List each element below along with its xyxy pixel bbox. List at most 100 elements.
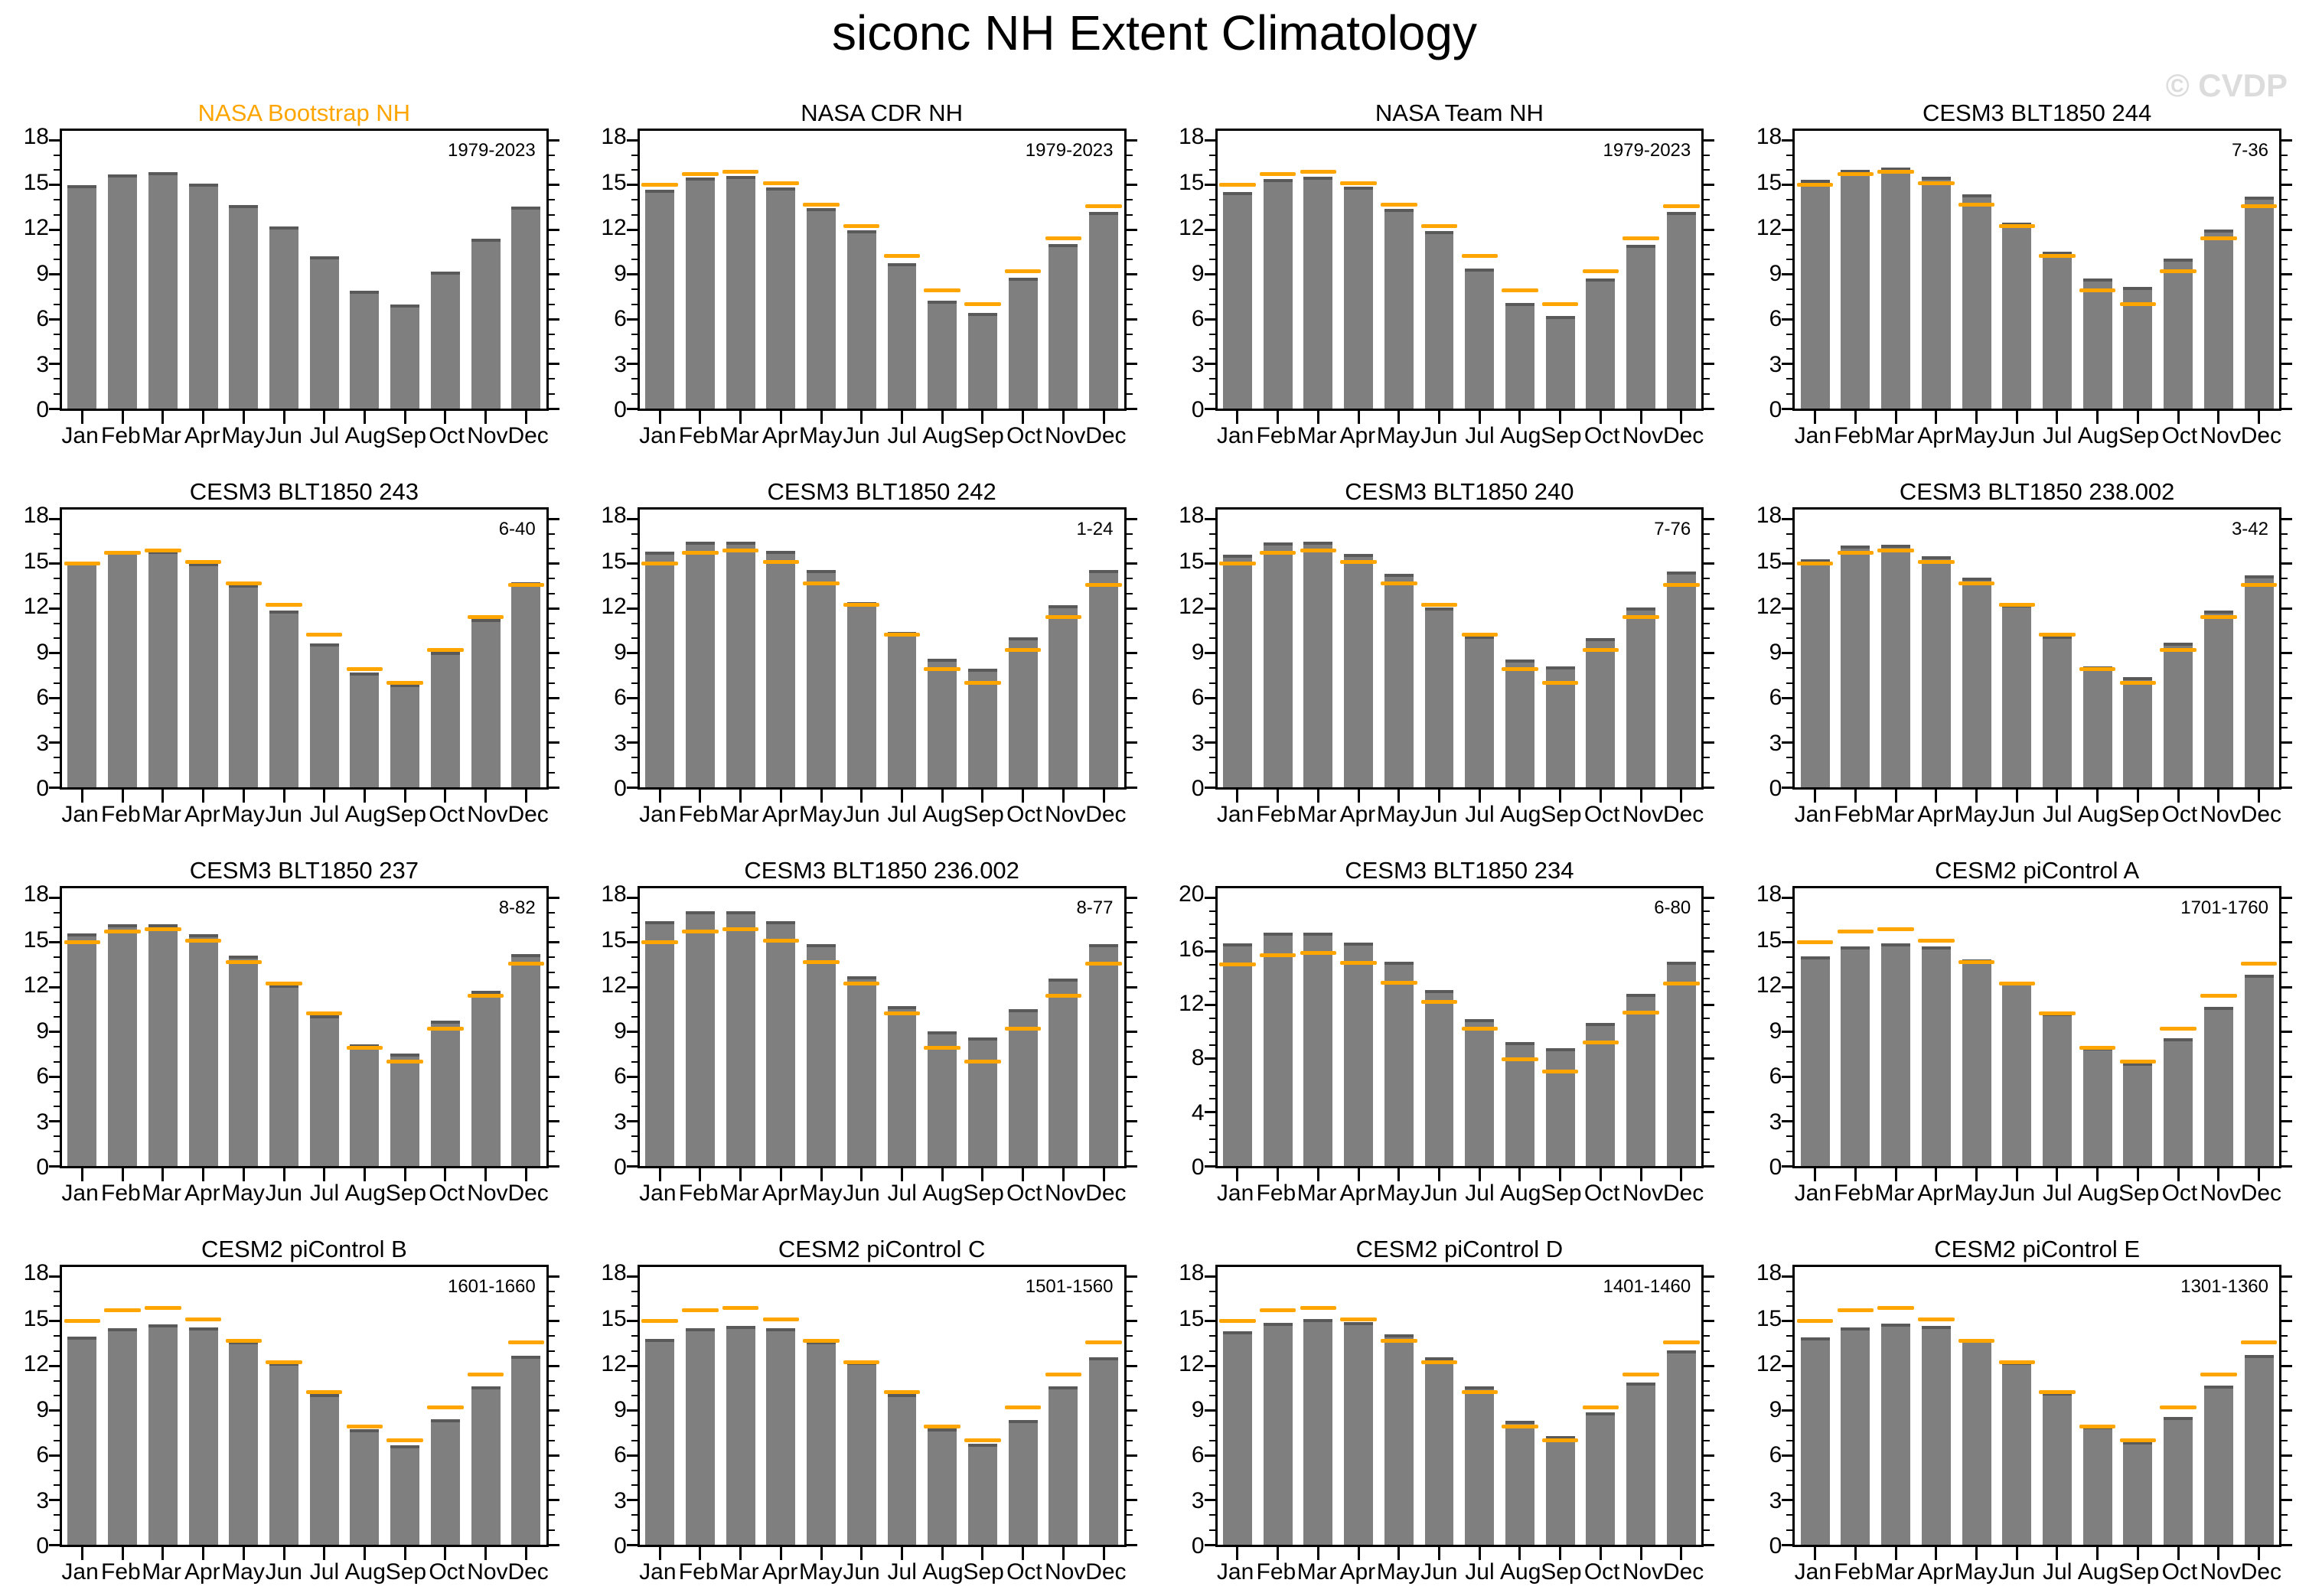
y-axis-tick: [1208, 154, 1215, 156]
y-axis-tick: [54, 1425, 60, 1427]
y-axis-tick: [1126, 757, 1133, 759]
x-axis-tick: [80, 1168, 83, 1181]
x-axis-tick: [403, 1168, 406, 1181]
x-axis-tick: [1894, 790, 1897, 803]
y-axis-tick: [2281, 1364, 2292, 1367]
x-axis-tick: [739, 411, 742, 424]
month-bar: [1962, 959, 1991, 1166]
y-axis-label: 9: [36, 1396, 49, 1422]
y-axis-tick: [626, 1075, 638, 1078]
x-axis-tick: [1894, 1547, 1897, 1560]
y-axis-tick: [631, 682, 638, 684]
observation-line: [2200, 236, 2237, 240]
observation-line: [641, 1318, 678, 1323]
panel-xaxis: Jan Feb Mar Apr May Jun Jul Aug Sep Oct Nov Dec: [1215, 1168, 1704, 1211]
y-axis-tick: [1126, 562, 1137, 565]
x-axis-label: Feb: [100, 423, 141, 448]
month-bar: [471, 238, 501, 409]
y-axis-label: 6: [36, 685, 49, 711]
x-axis-label: Jul: [2043, 802, 2073, 827]
y-axis-label: 18: [601, 1260, 627, 1286]
panel-xaxis: Jan Feb Mar Apr May Jun Jul Aug Sep Oct Nov Dec: [638, 790, 1126, 832]
y-axis-tick: [2281, 1395, 2288, 1397]
month-bar: [645, 921, 675, 1166]
month-bar: [1586, 1412, 1616, 1545]
x-axis-tick: [1894, 1168, 1897, 1181]
y-axis-label: 6: [36, 1442, 49, 1468]
y-axis-label: 15: [601, 927, 627, 953]
y-axis-label: 6: [1191, 1442, 1205, 1468]
y-axis-tick: [2281, 896, 2292, 899]
climatology-chart-panel: CESM2 piControl E 0 3 6 9 12 15 18 1301-1360 J…: [1743, 1234, 2301, 1590]
x-axis-tick: [1599, 411, 1602, 424]
y-axis-tick: [1126, 622, 1133, 624]
y-axis-tick: [2281, 333, 2288, 335]
y-axis-tick: [1782, 318, 1793, 321]
x-axis-tick: [820, 1168, 823, 1181]
y-axis-tick: [1786, 1016, 1793, 1018]
y-axis-tick: [626, 1031, 638, 1034]
x-axis-label: Aug: [922, 802, 964, 827]
observation-line: [145, 927, 181, 932]
x-axis-tick: [2258, 790, 2261, 803]
x-axis-label: Sep: [2118, 1181, 2160, 1206]
observation-line: [641, 561, 678, 565]
y-axis-tick: [1704, 1469, 1711, 1471]
panel-plot-wrap: 0 4 8 12 16 20 6-80: [1166, 881, 1724, 1181]
y-axis-tick: [1704, 786, 1715, 789]
x-axis-tick: [2056, 1168, 2059, 1181]
y-axis-tick: [49, 138, 60, 142]
x-axis-tick: [1478, 411, 1481, 424]
month-bar: [685, 910, 715, 1166]
observation-line: [104, 1308, 141, 1313]
x-axis-tick: [403, 1547, 406, 1560]
observation-line: [1461, 633, 1498, 637]
x-axis-label: Oct: [1583, 1181, 1620, 1206]
month-bar: [390, 304, 420, 409]
y-axis-tick: [49, 896, 60, 899]
panel-yaxis-labels: 0 3 6 9 12 15 18: [1743, 1260, 1792, 1559]
y-axis-tick: [2281, 741, 2292, 744]
x-axis-tick: [1397, 411, 1401, 424]
x-axis-tick: [1680, 1168, 1683, 1181]
x-axis-label: Oct: [1006, 1181, 1042, 1206]
x-axis-label: Mar: [142, 802, 181, 827]
x-axis-tick: [779, 411, 782, 424]
y-axis-tick: [1786, 1106, 1793, 1108]
y-axis-tick: [626, 696, 638, 699]
x-axis-label: Feb: [1834, 802, 1874, 827]
y-axis-tick: [631, 971, 638, 973]
y-axis-tick: [548, 407, 559, 410]
x-axis-label: Jun: [1998, 802, 2036, 827]
month-bar: [1263, 1322, 1293, 1545]
x-axis-tick: [1518, 1547, 1521, 1560]
y-axis-tick: [1704, 273, 1715, 276]
observation-line: [507, 1340, 545, 1344]
y-axis-label: 9: [614, 1396, 627, 1422]
y-axis-tick: [54, 682, 60, 684]
x-axis-tick: [1478, 790, 1481, 803]
x-axis-tick: [202, 1547, 205, 1560]
x-axis-tick: [2177, 411, 2180, 424]
y-axis-tick: [1204, 1111, 1215, 1114]
y-axis-tick: [1204, 517, 1215, 520]
month-bar: [1841, 946, 1870, 1166]
x-axis-label: Jun: [265, 1559, 302, 1585]
y-axis-tick: [631, 169, 638, 171]
month-bar: [1545, 1435, 1575, 1545]
y-axis-tick: [1204, 896, 1215, 899]
y-axis-tick: [1126, 1001, 1133, 1003]
y-axis-label: 18: [1179, 503, 1205, 529]
y-axis-label: 12: [1756, 972, 1782, 998]
y-axis-tick: [2281, 1409, 2292, 1412]
month-bar: [1921, 556, 1951, 787]
x-axis-tick: [2056, 790, 2059, 803]
observation-line: [924, 667, 960, 672]
x-axis-label: May: [1376, 1181, 1420, 1206]
y-axis-tick: [54, 1335, 60, 1337]
observation-line: [1663, 982, 1700, 986]
x-axis-tick: [739, 1168, 742, 1181]
y-axis-tick: [1704, 741, 1715, 744]
y-axis-tick: [548, 243, 555, 246]
y-axis-tick: [548, 1031, 559, 1034]
